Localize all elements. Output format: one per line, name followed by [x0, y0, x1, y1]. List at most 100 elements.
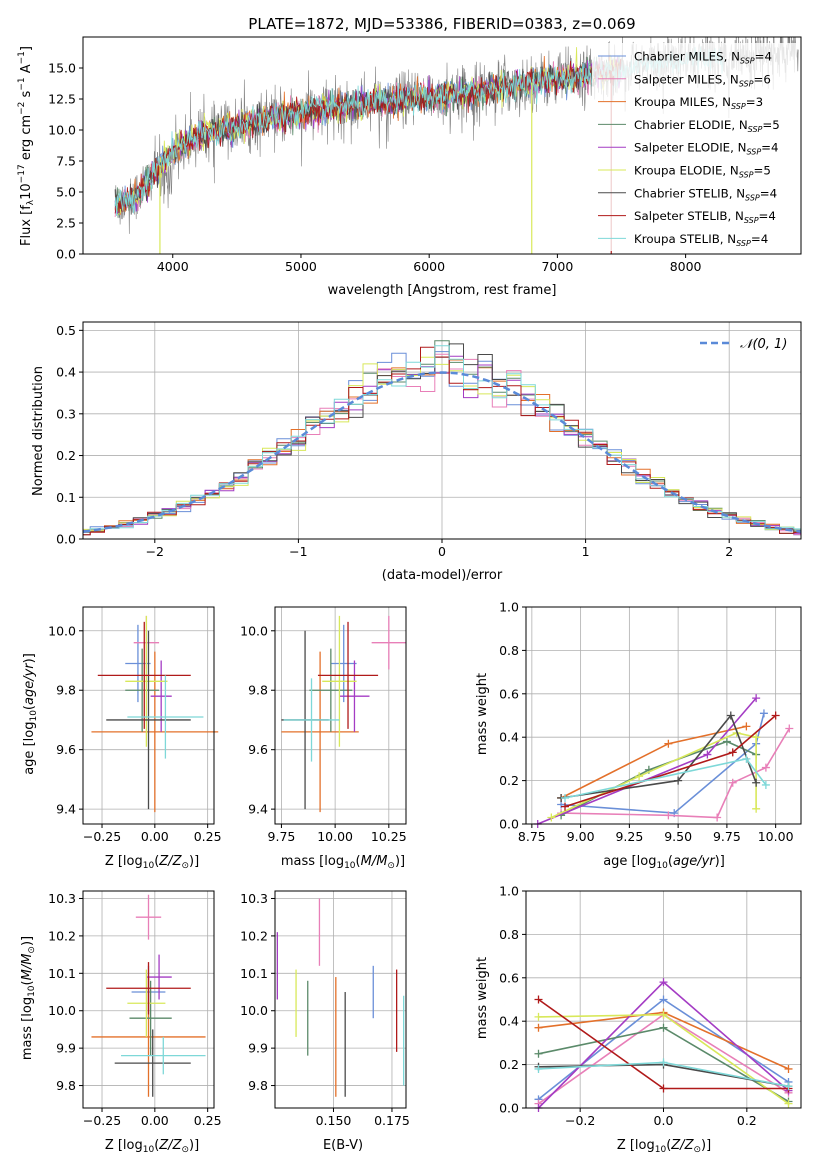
- y-tick-label: 7.5: [56, 154, 76, 169]
- histogram-xlabel: (data-model)/error: [382, 568, 503, 583]
- model-spectrum-salpeter-stelib: [114, 58, 622, 214]
- axes-frame: [274, 606, 407, 825]
- wAge-xlabel: age [log10(age/yr)]: [603, 854, 725, 871]
- spectrum-title: PLATE=1872, MJD=53386, FIBERID=0383, z=0…: [248, 15, 635, 33]
- x-tick-label: 9.75: [268, 829, 296, 844]
- x-tick-label: 0.00: [141, 1113, 169, 1128]
- y-tick-label: 9.8: [248, 683, 268, 698]
- ageZ-ylabel: age [log10(age/yr)]: [22, 653, 39, 775]
- weight-marker-kroupa-stelib: [561, 793, 570, 802]
- legend-label-chabrier-elodie: Chabrier ELODIE, NSSP=5: [634, 118, 780, 134]
- weight-marker-chabrier-stelib: [674, 776, 683, 785]
- legend-background: [592, 43, 797, 251]
- weight-marker-kroupa-miles: [664, 739, 673, 748]
- y-tick-label: 0.2: [56, 448, 76, 463]
- weight-marker-kroupa-stelib: [784, 1082, 793, 1091]
- x-tick-label: 0.0: [654, 1113, 674, 1128]
- y-tick-label: 5.0: [56, 185, 76, 200]
- y-tick-label: 9.4: [248, 802, 268, 817]
- y-tick-label: 12.5: [48, 92, 76, 107]
- histogram-kroupa-stelib: [83, 345, 801, 532]
- mZ-xlabel: Z [log10(Z/Z⊙)]: [105, 1138, 199, 1155]
- wZ-xlabel: Z [log10(Z/Z⊙)]: [617, 1138, 711, 1155]
- y-tick-label: 1.0: [499, 600, 519, 615]
- ageM-xlabel: mass [log10(M/M⊙)]: [281, 854, 405, 871]
- weight-marker-salpeter-stelib: [534, 995, 543, 1004]
- x-tick-label: 5000: [285, 259, 317, 274]
- weight-marker-kroupa-miles: [742, 722, 751, 731]
- y-tick-label: 0.0: [56, 532, 76, 547]
- x-tick-label: −1: [289, 544, 307, 559]
- x-tick-label: 0: [438, 544, 446, 559]
- y-tick-label: 0.6: [499, 970, 519, 985]
- x-tick-label: 9.75: [713, 829, 741, 844]
- x-tick-label: 8000: [670, 259, 702, 274]
- y-tick-label: 0.0: [56, 247, 76, 262]
- x-tick-label: 0.2: [737, 1113, 757, 1128]
- weight-marker-salpeter-elodie: [659, 978, 668, 987]
- legend-label-kroupa-stelib: Kroupa STELIB, NSSP=4: [634, 232, 768, 248]
- weight-line-salpeter-miles: [561, 728, 790, 819]
- y-tick-label: 9.6: [56, 742, 76, 757]
- axes-frame: [525, 890, 802, 1109]
- weight-marker-salpeter-miles: [664, 811, 673, 820]
- legend-label-chabrier-miles: Chabrier MILES, NSSP=4: [634, 50, 772, 66]
- residual-histogram-panel: −2 −1 0 1 2 0.0 0.1 0.2 0.3 0.4 0.5 (data-model)/e…: [31, 321, 802, 583]
- weight-marker-salpeter-miles: [785, 724, 794, 733]
- x-tick-label: 8.75: [518, 829, 546, 844]
- weight-marker-salpeter-stelib: [659, 1084, 668, 1093]
- weight-vs-age-panel: 8.75 9.00 9.25 9.50 9.75 10.00 0.0 0.2 0.4 0.6 0.8…: [499, 600, 802, 844]
- x-tick-label: −0.25: [83, 829, 121, 844]
- y-tick-label: 10.2: [48, 928, 76, 943]
- legend-label-salpeter-miles: Salpeter MILES, NSSP=6: [634, 72, 771, 88]
- weight-marker-salpeter-stelib: [771, 711, 780, 720]
- x-tick-label: 9.50: [664, 829, 692, 844]
- weight-marker-salpeter-elodie: [752, 694, 761, 703]
- weight-marker-salpeter-elodie: [703, 750, 712, 759]
- weight-marker-kroupa-stelib: [659, 1058, 668, 1067]
- y-tick-label: 0.4: [499, 1014, 519, 1029]
- y-tick-label: 9.8: [56, 683, 76, 698]
- weight-marker-kroupa-elodie: [547, 813, 556, 822]
- y-tick-label: 0.1: [56, 490, 76, 505]
- y-tick-label: 10.0: [240, 1003, 268, 1018]
- x-tick-label: 4000: [157, 259, 189, 274]
- legend-label-salpeter-elodie: Salpeter ELODIE, NSSP=4: [634, 141, 779, 157]
- weight-marker-kroupa-elodie: [784, 1099, 793, 1108]
- x-tick-label: 0.00: [141, 829, 169, 844]
- y-tick-label: 0.6: [499, 686, 519, 701]
- x-tick-label: 10.00: [758, 829, 794, 844]
- x-tick-label: −0.25: [83, 1113, 121, 1128]
- y-tick-label: 0.4: [56, 365, 76, 380]
- x-tick-label: 10.25: [371, 829, 407, 844]
- y-tick-label: 9.4: [56, 802, 76, 817]
- axes-frame: [274, 890, 407, 1109]
- y-tick-label: 0.4: [499, 730, 519, 745]
- x-tick-label: 0.175: [374, 1113, 410, 1128]
- mass-vs-ebv-panel: 0.150 0.175 9.8 9.9 10.0 10.1 10.2 10.3: [240, 890, 410, 1128]
- spectrum-ylabel: Flux [fλ10−17 erg cm−2 s−1 A−1]: [17, 46, 36, 246]
- spectrum-xlabel: wavelength [Angstrom, rest frame]: [328, 283, 557, 298]
- weight-marker-kroupa-elodie: [752, 804, 761, 813]
- weight-marker-salpeter-miles: [728, 778, 737, 787]
- weight-marker-kroupa-elodie: [659, 1010, 668, 1019]
- y-tick-label: 0.0: [499, 817, 519, 832]
- y-tick-label: 10.2: [240, 928, 268, 943]
- x-tick-label: 10.00: [317, 829, 353, 844]
- y-tick-label: 1.0: [499, 884, 519, 899]
- histogram-salpeter-stelib: [83, 346, 801, 536]
- weight-marker-kroupa-miles: [784, 1064, 793, 1073]
- x-tick-label: 0.25: [194, 1113, 222, 1128]
- wZ-ylabel: mass weight: [475, 957, 490, 1039]
- histogram-ylabel: Normed distribution: [31, 366, 46, 496]
- legend-label-chabrier-stelib: Chabrier STELIB, NSSP=4: [634, 186, 777, 202]
- weight-marker-salpeter-stelib: [728, 748, 737, 757]
- y-tick-label: 15.0: [48, 61, 76, 76]
- y-tick-label: 0.2: [499, 773, 519, 788]
- x-tick-label: 9.25: [615, 829, 643, 844]
- y-tick-label: 0.2: [499, 1057, 519, 1072]
- y-tick-label: 9.9: [248, 1041, 268, 1056]
- y-tick-label: 10.0: [48, 1003, 76, 1018]
- x-tick-label: −0.2: [565, 1113, 595, 1128]
- weight-marker-kroupa-stelib: [742, 754, 751, 763]
